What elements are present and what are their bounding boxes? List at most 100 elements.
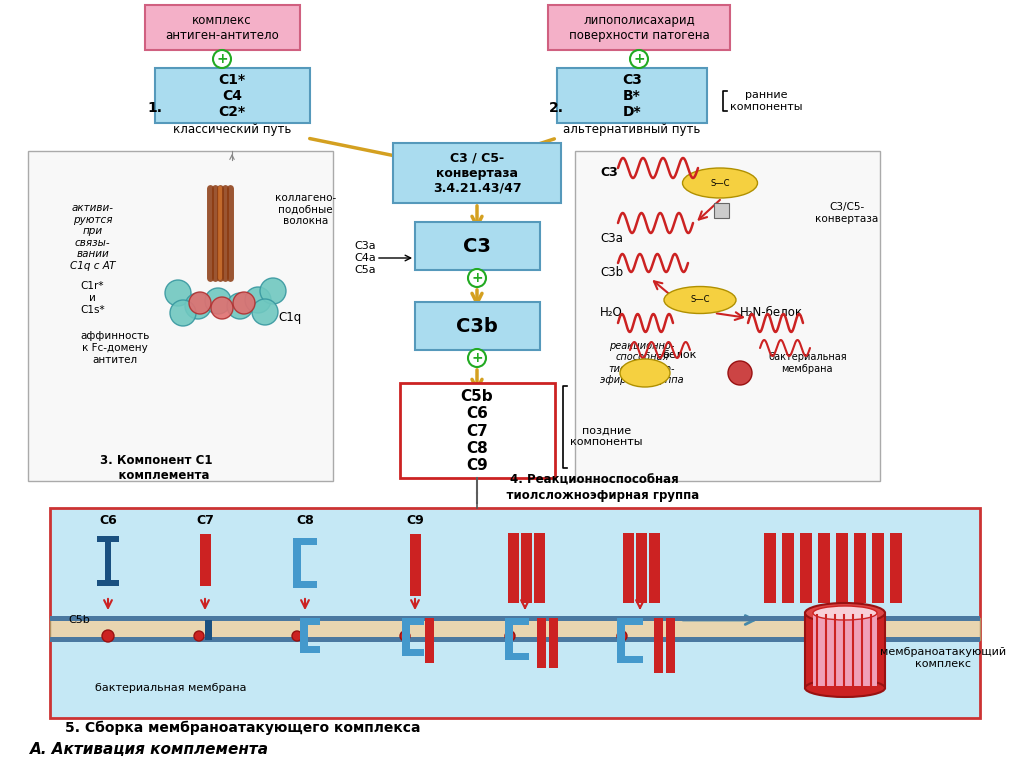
- Text: C3 / C5-
конвертаза
3.4.21.43/47: C3 / C5- конвертаза 3.4.21.43/47: [433, 151, 521, 194]
- Bar: [415, 302, 540, 350]
- Bar: [557, 68, 707, 123]
- Bar: [505, 618, 529, 625]
- Text: H₂O: H₂O: [600, 306, 623, 319]
- Bar: [537, 618, 546, 668]
- Bar: [205, 620, 212, 640]
- Text: C3b: C3b: [456, 316, 498, 336]
- Text: C7: C7: [196, 514, 214, 527]
- Bar: [648, 533, 659, 603]
- Bar: [890, 533, 902, 603]
- Text: H₂N-белок: H₂N-белок: [740, 306, 803, 319]
- Text: C1q: C1q: [278, 312, 301, 325]
- Bar: [520, 533, 531, 603]
- Bar: [617, 656, 643, 663]
- Circle shape: [505, 631, 515, 641]
- Circle shape: [194, 631, 204, 641]
- Bar: [805, 613, 885, 688]
- Text: 5. Сборка мембраноатакующего комплекса: 5. Сборка мембраноатакующего комплекса: [65, 721, 421, 735]
- Text: бактериальная
мембрана: бактериальная мембрана: [768, 353, 847, 374]
- Circle shape: [227, 293, 253, 319]
- Text: C1*
C4
C2*: C1* C4 C2*: [218, 73, 246, 119]
- Circle shape: [468, 269, 486, 287]
- Bar: [818, 533, 830, 603]
- Text: S—C: S—C: [690, 296, 710, 304]
- Text: мембраноатакующий
комплекс: мембраноатакующий комплекс: [880, 647, 1007, 669]
- Circle shape: [292, 631, 302, 641]
- Text: ранние
компоненты: ранние компоненты: [730, 90, 803, 112]
- Bar: [764, 533, 776, 603]
- Bar: [714, 203, 729, 218]
- Bar: [800, 533, 812, 603]
- Text: C3: C3: [600, 167, 617, 180]
- Text: C8: C8: [296, 514, 314, 527]
- Bar: [145, 5, 300, 50]
- Bar: [508, 533, 518, 603]
- Text: C3b: C3b: [600, 266, 624, 280]
- Text: C1r*
и
C1s*: C1r* и C1s*: [80, 281, 104, 315]
- Bar: [300, 618, 319, 625]
- Text: C3/C5-
конвертаза: C3/C5- конвертаза: [815, 202, 879, 223]
- Bar: [155, 68, 310, 123]
- Text: активи-
руются
при
связы-
вании
C1q с AT: активи- руются при связы- вании C1q с AT: [70, 203, 116, 271]
- Circle shape: [252, 299, 278, 325]
- Ellipse shape: [620, 359, 670, 387]
- Ellipse shape: [813, 606, 877, 620]
- Text: бактериальная мембрана: бактериальная мембрана: [95, 683, 247, 693]
- Text: А. Активация комплемента: А. Активация комплемента: [30, 743, 269, 757]
- Bar: [97, 536, 119, 542]
- Text: +: +: [216, 52, 227, 66]
- Bar: [666, 618, 675, 673]
- Bar: [410, 534, 421, 596]
- Text: S—C: S—C: [711, 178, 730, 187]
- Bar: [300, 618, 308, 653]
- Bar: [300, 646, 319, 653]
- Bar: [200, 534, 211, 586]
- Text: реакционно-
способная
тиолсложно-
эфирная группа: реакционно- способная тиолсложно- эфирна…: [600, 340, 684, 386]
- Text: C5b
C6
C7
C8
C9: C5b C6 C7 C8 C9: [461, 389, 494, 473]
- Bar: [400, 383, 555, 478]
- Text: C5b: C5b: [68, 615, 90, 625]
- Bar: [617, 618, 625, 663]
- Text: 3. Компонент C1
    комплемента: 3. Компонент C1 комплемента: [100, 454, 213, 482]
- Text: C9: C9: [407, 514, 424, 527]
- Circle shape: [233, 292, 255, 314]
- Bar: [293, 581, 317, 588]
- Bar: [402, 618, 410, 656]
- Circle shape: [185, 293, 211, 319]
- Circle shape: [189, 292, 211, 314]
- Text: поздние
компоненты: поздние компоненты: [570, 425, 642, 447]
- Circle shape: [630, 50, 648, 68]
- Text: 1.: 1.: [147, 101, 162, 115]
- Bar: [836, 533, 848, 603]
- Ellipse shape: [805, 603, 885, 623]
- Text: аффинность
к Fc-домену
антител: аффинность к Fc-домену антител: [80, 332, 150, 365]
- Bar: [415, 222, 540, 270]
- Bar: [549, 618, 557, 668]
- Bar: [854, 533, 866, 603]
- Bar: [50, 508, 980, 718]
- Text: C6: C6: [99, 514, 117, 527]
- Ellipse shape: [664, 286, 736, 313]
- Text: C3
B*
D*: C3 B* D*: [622, 73, 642, 119]
- Bar: [50, 616, 980, 621]
- Bar: [505, 618, 513, 660]
- Circle shape: [728, 361, 752, 385]
- Circle shape: [211, 297, 233, 319]
- Bar: [402, 649, 424, 656]
- Bar: [617, 618, 643, 625]
- Bar: [505, 653, 529, 660]
- Circle shape: [102, 630, 114, 642]
- Circle shape: [213, 50, 231, 68]
- Bar: [636, 533, 646, 603]
- Text: комплекс
антиген-антитело: комплекс антиген-антитело: [165, 14, 279, 42]
- Ellipse shape: [805, 679, 885, 697]
- Text: C3: C3: [463, 237, 490, 256]
- Text: альтернативный путь: альтернативный путь: [563, 124, 700, 137]
- Text: +: +: [471, 271, 482, 285]
- Text: липополисахарид
поверхности патогена: липополисахарид поверхности патогена: [568, 14, 710, 42]
- Bar: [534, 533, 545, 603]
- Text: C3a: C3a: [600, 231, 623, 244]
- Text: +: +: [471, 351, 482, 365]
- Text: 4. Реакционноспособная
    тиолсложноэфирная группа: 4. Реакционноспособная тиолсложноэфирная…: [490, 474, 699, 502]
- Bar: [293, 538, 301, 588]
